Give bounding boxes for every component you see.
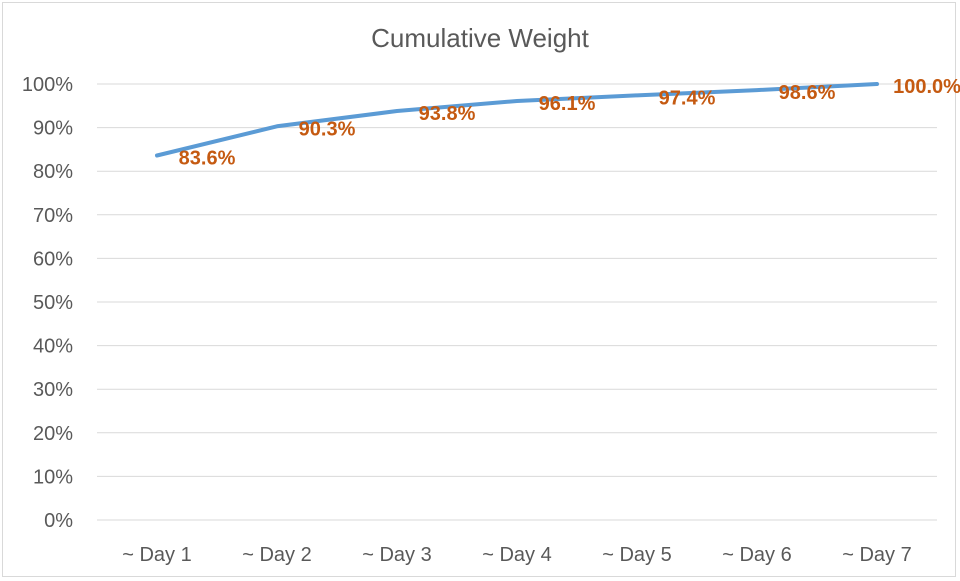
x-axis-ticks: ~ Day 1 ~ Day 2 ~ Day 3 ~ Day 4 ~ Day 5 ~ Day…: [122, 544, 911, 566]
x-tick-label: ~ Day 5: [602, 544, 671, 566]
y-tick-label: 10%: [33, 466, 73, 488]
y-tick-label: 90%: [33, 118, 73, 140]
data-label: 97.4%: [659, 87, 716, 109]
series-line: [155, 82, 879, 158]
x-tick-label: ~ Day 3: [362, 544, 431, 566]
y-axis-ticks: 0% 10% 20% 30% 40% 50% 60% 70% 80% 90% 100%: [22, 74, 73, 532]
y-tick-label: 50%: [33, 292, 73, 314]
x-tick-label: ~ Day 7: [842, 544, 911, 566]
y-tick-label: 30%: [33, 379, 73, 401]
data-label: 96.1%: [539, 93, 596, 115]
data-labels: 83.6% 90.3% 93.8% 96.1% 97.4% 98.6% 100.0%: [179, 76, 960, 170]
y-tick-label: 70%: [33, 205, 73, 227]
y-tick-label: 100%: [22, 74, 73, 96]
data-label: 90.3%: [299, 118, 356, 140]
y-tick-label: 20%: [33, 423, 73, 445]
series-cumulative-weight: [155, 82, 879, 158]
chart-title: Cumulative Weight: [371, 23, 590, 53]
x-tick-label: ~ Day 6: [722, 544, 791, 566]
y-tick-label: 40%: [33, 336, 73, 358]
data-label: 98.6%: [779, 82, 836, 104]
data-label: 83.6%: [179, 148, 236, 170]
data-label: 93.8%: [419, 103, 476, 125]
x-tick-label: ~ Day 4: [482, 544, 551, 566]
gridlines: [97, 83, 937, 521]
x-tick-label: ~ Day 1: [122, 544, 191, 566]
x-tick-label: ~ Day 2: [242, 544, 311, 566]
y-tick-label: 60%: [33, 248, 73, 270]
y-tick-label: 80%: [33, 161, 73, 183]
data-label: 100.0%: [893, 76, 960, 98]
y-tick-label: 0%: [44, 510, 73, 532]
